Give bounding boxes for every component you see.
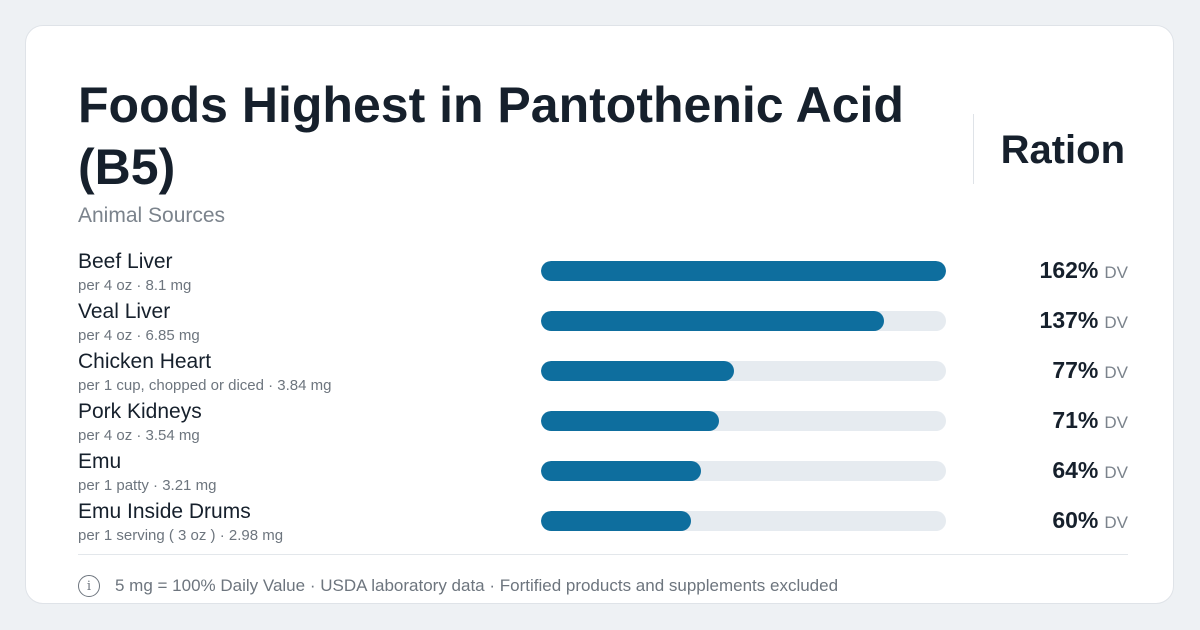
bar [541, 461, 701, 481]
value-label: 77% DV [1052, 357, 1128, 384]
chart-row: Pork Kidneys per 4 oz · 3.54 mg 71% DV [78, 400, 1128, 451]
page-subtitle: Animal Sources [78, 204, 226, 227]
serving-detail: per 4 oz · 8.1 mg [78, 277, 192, 294]
chart-row: Emu Inside Drums per 1 serving ( 3 oz ) ·… [78, 500, 1128, 551]
serving-detail: per 4 oz · 3.54 mg [78, 427, 200, 444]
chart-row: Chicken Heart per 1 cup, chopped or diced… [78, 350, 1128, 401]
category-label: Emu [78, 450, 122, 473]
value-label: 64% DV [1052, 457, 1128, 484]
percent-value: 71% [1052, 407, 1099, 433]
value-label: 60% DV [1052, 507, 1128, 534]
percent-value: 162% [1039, 257, 1099, 283]
category-label: Emu Inside Drums [78, 500, 251, 523]
page-title: Foods Highest in Pantothenic Acid (B5) [78, 77, 904, 195]
chart-row: Beef Liver per 4 oz · 8.1 mg 162% DV [78, 250, 1128, 301]
bar-track [541, 311, 946, 331]
bar-track [541, 511, 946, 531]
percent-value: 64% [1052, 457, 1099, 483]
bar [541, 311, 884, 331]
dv-unit: DV [1104, 363, 1128, 382]
info-icon: i [78, 575, 100, 597]
category-label: Veal Liver [78, 300, 171, 323]
chart-row: Emu per 1 patty · 3.21 mg 64% DV [78, 450, 1128, 501]
category-label: Pork Kidneys [78, 400, 202, 423]
footer-note: 5 mg = 100% Daily Value · USDA laborator… [115, 576, 839, 595]
value-label: 137% DV [1040, 307, 1128, 334]
serving-detail: per 1 patty · 3.21 mg [78, 477, 217, 494]
dv-unit: DV [1104, 463, 1128, 482]
serving-detail: per 1 serving ( 3 oz ) · 2.98 mg [78, 527, 284, 544]
chart-row: Veal Liver per 4 oz · 6.85 mg 137% DV [78, 300, 1128, 351]
dv-unit: DV [1104, 413, 1128, 432]
bar [541, 261, 946, 281]
footer-divider [78, 554, 1128, 555]
serving-detail: per 1 cup, chopped or diced · 3.84 mg [78, 377, 332, 394]
brand-logo: Ration [1000, 128, 1125, 172]
percent-value: 60% [1052, 507, 1099, 533]
header-divider [973, 114, 974, 184]
dv-unit: DV [1104, 313, 1128, 332]
bar-track [541, 461, 946, 481]
category-label: Beef Liver [78, 250, 173, 273]
percent-value: 77% [1052, 357, 1099, 383]
category-label: Chicken Heart [78, 350, 212, 373]
percent-value: 137% [1039, 307, 1099, 333]
bar-track [541, 361, 946, 381]
dv-unit: DV [1104, 513, 1128, 532]
value-label: 162% DV [1040, 257, 1128, 284]
card: Foods Highest in Pantothenic Acid (B5) R… [25, 25, 1174, 604]
bar-track [541, 261, 946, 281]
serving-detail: per 4 oz · 6.85 mg [78, 327, 200, 344]
value-label: 71% DV [1052, 407, 1128, 434]
bar [541, 411, 719, 431]
footer: i 5 mg = 100% Daily Value · USDA laborat… [78, 573, 838, 599]
bar [541, 361, 734, 381]
bar [541, 511, 691, 531]
dv-unit: DV [1104, 263, 1128, 282]
bar-track [541, 411, 946, 431]
